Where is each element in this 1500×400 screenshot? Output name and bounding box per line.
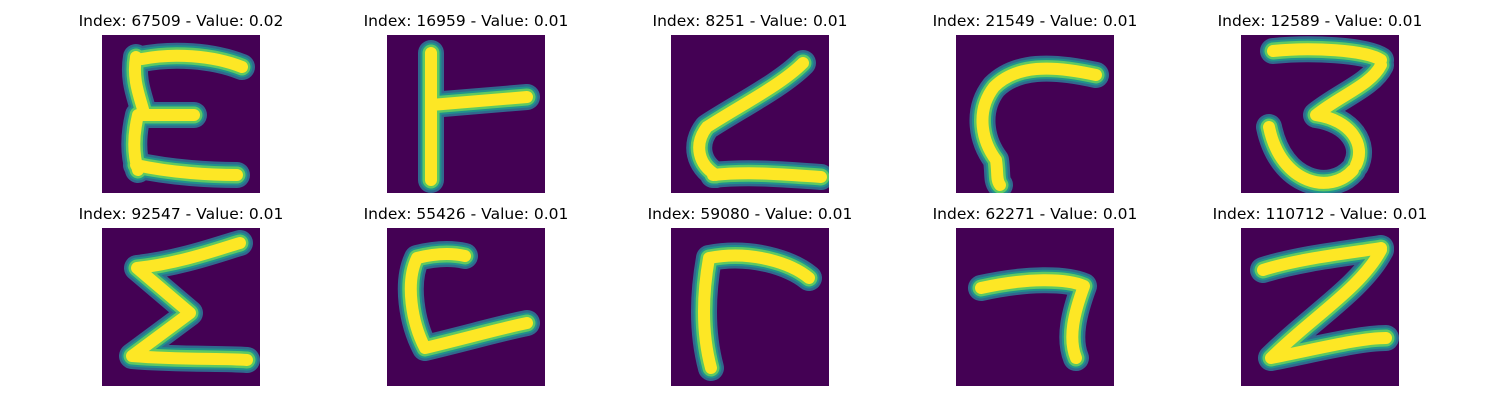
panel-title: Index: 55426 - Value: 0.01 [363,205,569,223]
glyph-stroke-layer-3 [1257,242,1392,364]
panel-title: Index: 67509 - Value: 0.02 [78,12,284,30]
image-panel-angle-stroke [671,228,829,386]
heatmap-image [671,35,829,193]
heatmap-image [1241,228,1399,386]
glyph-stroke-layer-3 [425,47,533,186]
image-panel-hook-stroke [956,35,1114,193]
heatmap-image [102,228,260,386]
image-panel-digit-7-stroke [956,228,1114,386]
panel-title: Index: 59080 - Value: 0.01 [647,205,853,223]
image-panel-sigma-stroke [102,228,260,386]
image-panel-letter-E-stroke [102,35,260,193]
panel-title: Index: 62271 - Value: 0.01 [932,205,1138,223]
panel-title: Index: 8251 - Value: 0.01 [652,12,848,30]
glyph-stroke-layer-3 [1263,43,1387,189]
glyph-stroke-layer-3 [693,57,827,183]
image-panel-digit-3-stroke [1241,35,1399,193]
panel-title: Index: 110712 - Value: 0.01 [1212,205,1428,223]
image-panel-letter-L-stroke [387,228,545,386]
heatmap-image [387,35,545,193]
panel-title: Index: 21549 - Value: 0.01 [932,12,1138,30]
panel-title: Index: 92547 - Value: 0.01 [78,205,284,223]
heatmap-image [956,228,1114,386]
heatmap-image [387,228,545,386]
heatmap-image [956,35,1114,193]
glyph-stroke-layer-3 [976,62,1102,191]
heatmap-image [102,35,260,193]
image-panel-digit-2-stroke [1241,228,1399,386]
panel-title: Index: 12589 - Value: 0.01 [1217,12,1423,30]
glyph-stroke-layer-3 [697,249,815,374]
image-panel-T-like-stroke [387,35,545,193]
glyph-stroke-layer-3 [128,49,248,181]
glyph-stroke-layer-3 [975,274,1090,364]
glyph-stroke-layer-3 [126,237,253,366]
heatmap-image [671,228,829,386]
image-panel-zigzag-stroke [671,35,829,193]
panel-title: Index: 16959 - Value: 0.01 [363,12,569,30]
glyph-stroke-layer-3 [404,247,533,354]
heatmap-image [1241,35,1399,193]
